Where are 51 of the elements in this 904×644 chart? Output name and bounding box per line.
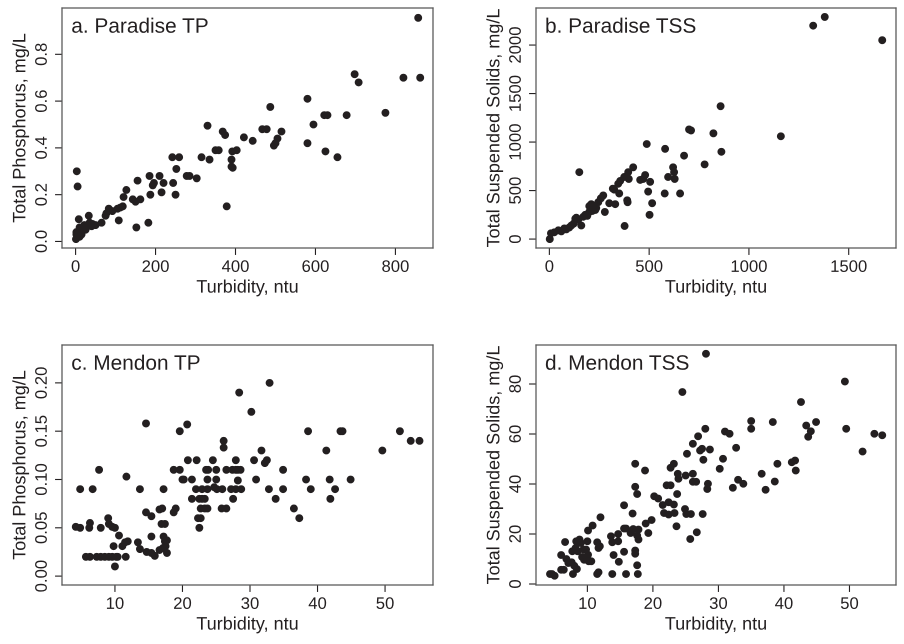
x-tick-label: 500 [636,260,662,272]
y-tick-label: 0 [509,580,521,588]
y-tick-label: 0.8 [35,43,47,66]
x-tick-label: 40 [775,597,793,610]
x-axis-title: Turbidity, ntu [665,616,766,634]
y-axis-title: Total Phosphorus, mg/L [12,370,30,560]
y-tick-label: 0.4 [35,136,47,159]
x-tick-label: 30 [710,597,728,610]
x-tick-label: 0 [545,260,554,272]
x-tick-label: 20 [174,597,192,610]
x-tick-label: 1500 [831,260,867,272]
y-tick-label: 0.10 [35,464,47,496]
x-axis-title: Turbidity, ntu [665,280,766,296]
x-tick-label: 50 [840,597,858,610]
chart-title: a. Paradise TP [72,18,208,33]
y-tick-label: 40 [509,475,521,493]
y-tick-label: 0 [509,235,521,244]
x-tick-label: 20 [644,597,662,610]
y-tick-label: 0.05 [35,512,47,544]
y-tick-label: 20 [509,525,521,542]
x-axis-title: Turbidity, ntu [196,616,298,634]
x-tick-label: 40 [308,597,326,610]
y-axis-title: Total Suspended Solids, mg/L [486,9,504,248]
y-tick-label: 0.2 [35,184,47,206]
x-tick-label: 0 [72,260,80,272]
x-tick-label: 30 [241,597,259,610]
y-tick-label: 80 [509,375,521,393]
y-tick-label: 0.15 [35,416,47,447]
chart-title: b. Paradise TSS [546,18,696,33]
x-tick-label: 10 [579,597,596,610]
x-tick-label: 600 [302,260,329,272]
y-tick-label: 0.20 [35,367,47,398]
y-tick-label: 60 [509,425,521,442]
y-tick-label: 1000 [509,124,521,160]
chart-title: c. Mendon TP [72,354,200,370]
y-tick-label: 500 [509,177,521,204]
chart-title: d. Mendon TSS [546,354,688,370]
x-tick-label: 800 [382,260,409,272]
y-tick-label: 1500 [509,76,521,111]
y-axis-title: Total Phosphorus, mg/L [12,34,30,222]
y-tick-label: 0.6 [35,90,47,112]
x-tick-label: 200 [142,260,169,272]
y-tick-label: 2000 [509,27,521,63]
y-tick-label: 0.00 [35,560,47,592]
x-tick-label: 50 [376,597,394,610]
y-axis-title: Total Suspended Solids, mg/L [486,346,504,584]
x-tick-label: 400 [222,260,249,272]
x-tick-label: 10 [106,597,124,610]
x-axis-title: Turbidity, ntu [196,280,298,296]
x-tick-label: 1000 [732,260,767,272]
y-tick-label: 0.0 [35,230,47,252]
